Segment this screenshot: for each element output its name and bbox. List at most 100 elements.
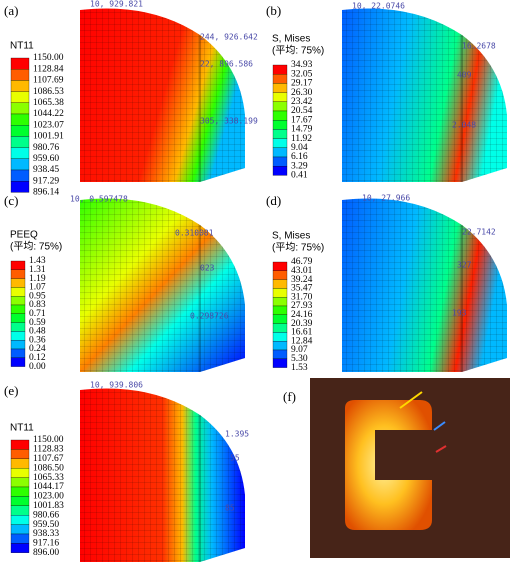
legend-title: NT11	[10, 423, 34, 434]
legend-swatch	[272, 147, 288, 158]
legend-value: 12.84	[291, 336, 313, 346]
legend-swatch	[10, 468, 30, 478]
legend-swatch	[10, 348, 26, 358]
legend-value: 26.30	[291, 88, 313, 98]
legend-value: 917.29	[33, 176, 59, 186]
legend-value: 1023.00	[33, 492, 64, 502]
legend-swatch	[272, 314, 288, 324]
legend-swatch	[10, 102, 30, 115]
legend-swatch	[10, 80, 30, 92]
legend-swatch	[272, 332, 288, 342]
legend-swatch	[10, 260, 26, 270]
legend-subtitle: (平均: 75%)	[272, 45, 324, 57]
legend-value: 938.33	[33, 529, 59, 539]
legend-swatch	[10, 113, 30, 126]
legend-value: 16.61	[291, 328, 313, 338]
legend-swatch	[10, 458, 30, 469]
annotation: 0.310081	[175, 229, 214, 238]
legend-value: 1.43	[29, 256, 46, 266]
legend-value: 1044.22	[33, 109, 64, 119]
annotation: 85	[225, 504, 235, 513]
legend-swatch	[272, 83, 288, 93]
legend-value: 980.66	[33, 510, 59, 520]
legend-swatch	[10, 505, 30, 516]
legend-value: 9.04	[291, 143, 308, 153]
legend-swatch	[272, 74, 288, 84]
legend-value: 0.83	[29, 300, 46, 310]
legend-value: 0.59	[29, 318, 46, 328]
panel: (d) 10, 27.966 22.7142 327 193	[266, 193, 507, 372]
annotation: 10, 939.806	[90, 381, 143, 390]
legend-value: 0.48	[29, 327, 46, 337]
legend-value: 20.54	[291, 106, 313, 116]
legend-value: 1086.50	[33, 463, 64, 473]
legend-value: 1001.83	[33, 501, 64, 511]
legend-value: 1001.91	[33, 132, 64, 142]
legend-value: 0.24	[29, 344, 46, 354]
annotation: 409	[457, 71, 472, 80]
panel: (c) 10, 0.597478 0.310081 023 0.298726	[4, 193, 245, 372]
annotation: 22, 896.586	[200, 60, 253, 69]
arrow	[433, 421, 446, 431]
legend-swatch	[272, 358, 288, 368]
legend-swatch	[272, 341, 288, 351]
legend-value: 1107.69	[33, 76, 64, 86]
panel: (e) 10, 939.806 1.395 55 85	[4, 381, 249, 562]
legend-swatch	[10, 287, 26, 297]
legend-swatch	[10, 69, 30, 81]
legend-value: 0.41	[291, 171, 308, 181]
legend-value: 1.53	[291, 363, 308, 373]
panel: (a) 10, 929.821 244, 926.642 22, 896.586 305…	[4, 0, 258, 182]
legend-value: 1128.84	[33, 64, 64, 74]
arrow	[399, 391, 423, 409]
legend-value: 1128.83	[33, 445, 64, 455]
legend-value: 31.70	[291, 292, 313, 302]
annotation: 023	[200, 264, 215, 273]
legend-value: 1.31	[29, 265, 46, 275]
legend-swatch	[272, 270, 288, 280]
legend-value: 959.50	[33, 520, 59, 530]
legend-swatch	[10, 125, 30, 137]
annotation: 305, 338.199	[200, 117, 258, 126]
legend-swatch	[272, 138, 288, 148]
legend-value: 0.36	[29, 335, 46, 345]
annotation: 0.298726	[190, 312, 229, 321]
legend-swatch	[10, 91, 30, 103]
legend-swatch	[10, 313, 26, 323]
legend-value: 11.92	[291, 134, 312, 144]
annotation: 22.7142	[462, 228, 496, 237]
legend-swatch	[272, 261, 288, 271]
legend-swatch	[272, 129, 288, 139]
panel-label: (c)	[4, 193, 18, 208]
legend-title: NT11	[10, 41, 34, 52]
legend-value: 35.47	[291, 284, 313, 294]
annotation: 55	[230, 454, 240, 463]
mesh	[342, 8, 507, 182]
legend-swatch	[10, 296, 26, 306]
legend-value: 9.07	[291, 345, 308, 355]
legend-value: 0.71	[29, 309, 46, 319]
legend-value: 1023.07	[33, 120, 64, 130]
legend-value: 43.01	[291, 266, 313, 276]
legend-value: 896.00	[33, 548, 59, 558]
mesh	[342, 198, 507, 372]
legend-value: 32.05	[291, 69, 313, 79]
legend-swatch	[272, 101, 288, 112]
panel: (b) 10, 22.0746 16.2678 409 2.048	[266, 2, 507, 182]
legend-value: 3.29	[291, 161, 308, 171]
legend-swatch	[10, 136, 30, 148]
legend-value: 0.00	[29, 362, 46, 372]
hot-billet	[345, 400, 432, 530]
legend-swatch	[272, 297, 288, 307]
legend-swatch	[10, 278, 26, 288]
legend-value: 14.79	[291, 125, 313, 135]
legend-swatch	[10, 169, 30, 182]
panel-label: (a)	[4, 3, 18, 18]
mesh	[80, 198, 245, 372]
legend-value: 1086.53	[33, 87, 64, 97]
legend-swatch	[272, 120, 288, 130]
legend-value: 24.16	[291, 310, 313, 320]
legend-swatch	[10, 515, 30, 525]
legend-value: 46.79	[291, 257, 313, 267]
legend-value: 1065.33	[33, 473, 64, 483]
